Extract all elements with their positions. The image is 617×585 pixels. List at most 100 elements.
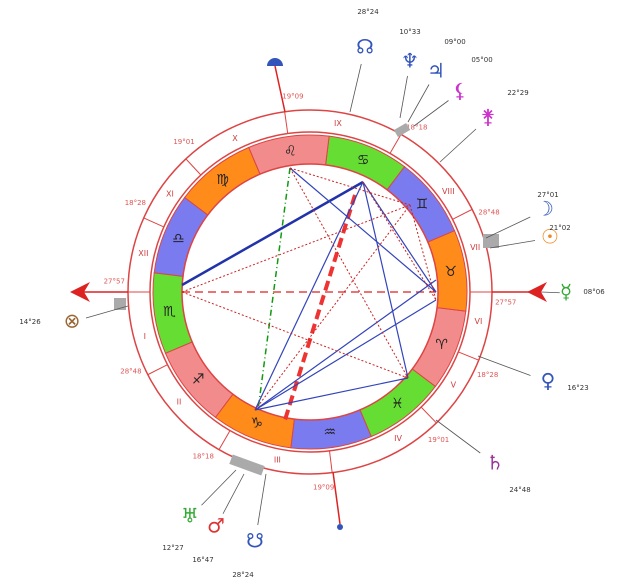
cusp-degree: 19°09 [282, 93, 303, 101]
sign-glyph: ♓ [391, 396, 404, 412]
planet-degree: 05°00 [471, 56, 492, 64]
planet-degree: 16°47 [192, 556, 213, 564]
planet-pointer [477, 355, 531, 376]
planet-pointer [222, 473, 245, 514]
planet-degree: 21°02 [549, 224, 570, 232]
planet-glyph: ⚵ [481, 105, 496, 129]
ic-symbol [337, 524, 343, 530]
cusp-degree: 18°18 [193, 452, 214, 460]
aspects [181, 167, 437, 421]
house-number: VII [470, 243, 480, 252]
cusp-degree: 27°57 [495, 298, 516, 306]
aspect-line [362, 181, 409, 379]
planet-pointer [407, 84, 430, 123]
planet-pointer [489, 240, 536, 249]
sign-glyph: ♊ [416, 197, 429, 213]
asc-arrow [70, 282, 90, 302]
planet-pointer [413, 100, 449, 127]
sign-glyph: ♑ [251, 416, 264, 432]
aspect-line [254, 299, 437, 411]
planet-pointer [485, 216, 531, 239]
planet-pointer [439, 128, 477, 163]
house-cusp [452, 208, 473, 220]
aspect-line [289, 167, 437, 293]
house-cusp [458, 351, 479, 361]
planet-degree: 09°00 [444, 38, 465, 46]
house-number: XI [166, 189, 174, 198]
cusp-degree: 19°01 [173, 138, 194, 146]
house-number: II [177, 397, 182, 406]
aspect-line [181, 291, 409, 379]
house-cusp [143, 217, 165, 228]
aspect-line [254, 377, 409, 411]
planet-degree: 08°06 [583, 288, 605, 296]
aspect-line [409, 204, 437, 301]
sign-glyph: ♒ [323, 425, 336, 441]
planet-pointer [540, 291, 560, 294]
planet-degree: 12°27 [162, 544, 183, 552]
house-cusp [284, 111, 289, 134]
sign-glyph: ♌ [284, 143, 297, 159]
cusp-degree: 28°48 [120, 368, 141, 376]
planet-glyph: ♃ [427, 59, 445, 83]
planet-degree: 14°26 [19, 318, 41, 326]
house-number: I [144, 332, 146, 341]
wheel: ♈ ♉ ♊ ♋ ♌ ♍ ♎ ♏ ♐ ♑ ♒ ♓ I 27°57 II 28°48 III 18°18 IV 19°09… [104, 93, 517, 492]
house-cusp [218, 430, 231, 450]
planet-degree: 28°24 [357, 8, 379, 16]
house-cusp [389, 134, 402, 154]
cusp-degree: 18°18 [406, 124, 427, 132]
cusp-degree: 18°28 [125, 199, 146, 207]
sign-glyph: ♏ [163, 304, 176, 320]
planet-glyph: ☊ [356, 35, 374, 59]
cusp-degree: 19°09 [313, 484, 334, 492]
house-cusp [420, 406, 437, 424]
planet-glyph: ⚸ [453, 79, 468, 103]
house-cusp [147, 364, 168, 376]
ic-line [332, 471, 341, 525]
planet-pointer [85, 305, 129, 319]
planet-degree: 24°48 [509, 486, 530, 494]
sign-glyph: ♉ [444, 264, 457, 280]
mc-symbol [267, 58, 283, 66]
aspect-line [254, 181, 364, 411]
aspect-line [181, 180, 364, 287]
house-number: XII [138, 249, 148, 258]
house-number: V [451, 381, 457, 390]
planet-glyph: ♆ [401, 49, 419, 73]
aspect-line [257, 167, 291, 411]
aspect-line [181, 204, 411, 293]
planet-pointer [349, 63, 362, 113]
planet-degree: 27°01 [537, 191, 558, 199]
planet-pointer [257, 473, 267, 526]
house-number: IX [334, 119, 342, 128]
aspect-line [254, 204, 411, 411]
mc-line [274, 65, 286, 113]
aspect-line [362, 181, 437, 301]
cluster-box [229, 454, 265, 476]
aspect-line [254, 279, 437, 411]
aspect-line [283, 194, 357, 421]
planet-glyph: ☉ [541, 225, 559, 249]
cusp-degree: 19°01 [428, 436, 449, 444]
inner-ring [181, 163, 439, 421]
cusp-degree: 28°48 [478, 208, 499, 216]
planet-glyph: ♅ [181, 504, 199, 528]
labels: ☊ 28°24 ♆ 10°33 ♃ 09°00 ⚸ 05°00 ⚵ 22°29 ☽27°01 ☉21°… [19, 8, 605, 579]
sign-glyph: ♍ [216, 172, 229, 188]
house-cusp [329, 450, 333, 473]
planet-degree: 10°33 [399, 28, 420, 36]
cusp-degree: 27°57 [104, 278, 125, 286]
planet-degree: 22°29 [507, 89, 528, 97]
planet-glyph: ☋ [246, 529, 264, 553]
aspect-line [362, 181, 437, 293]
cluster-box [483, 234, 499, 248]
planet-glyph: ☿ [560, 280, 572, 304]
house-number: VI [474, 317, 482, 326]
sign-glyph: ♈ [435, 337, 448, 353]
cluster-box [393, 123, 411, 137]
aspect-line [289, 167, 411, 206]
sign-glyph: ♐ [192, 371, 205, 387]
planet-glyph: ♂ [207, 514, 225, 538]
